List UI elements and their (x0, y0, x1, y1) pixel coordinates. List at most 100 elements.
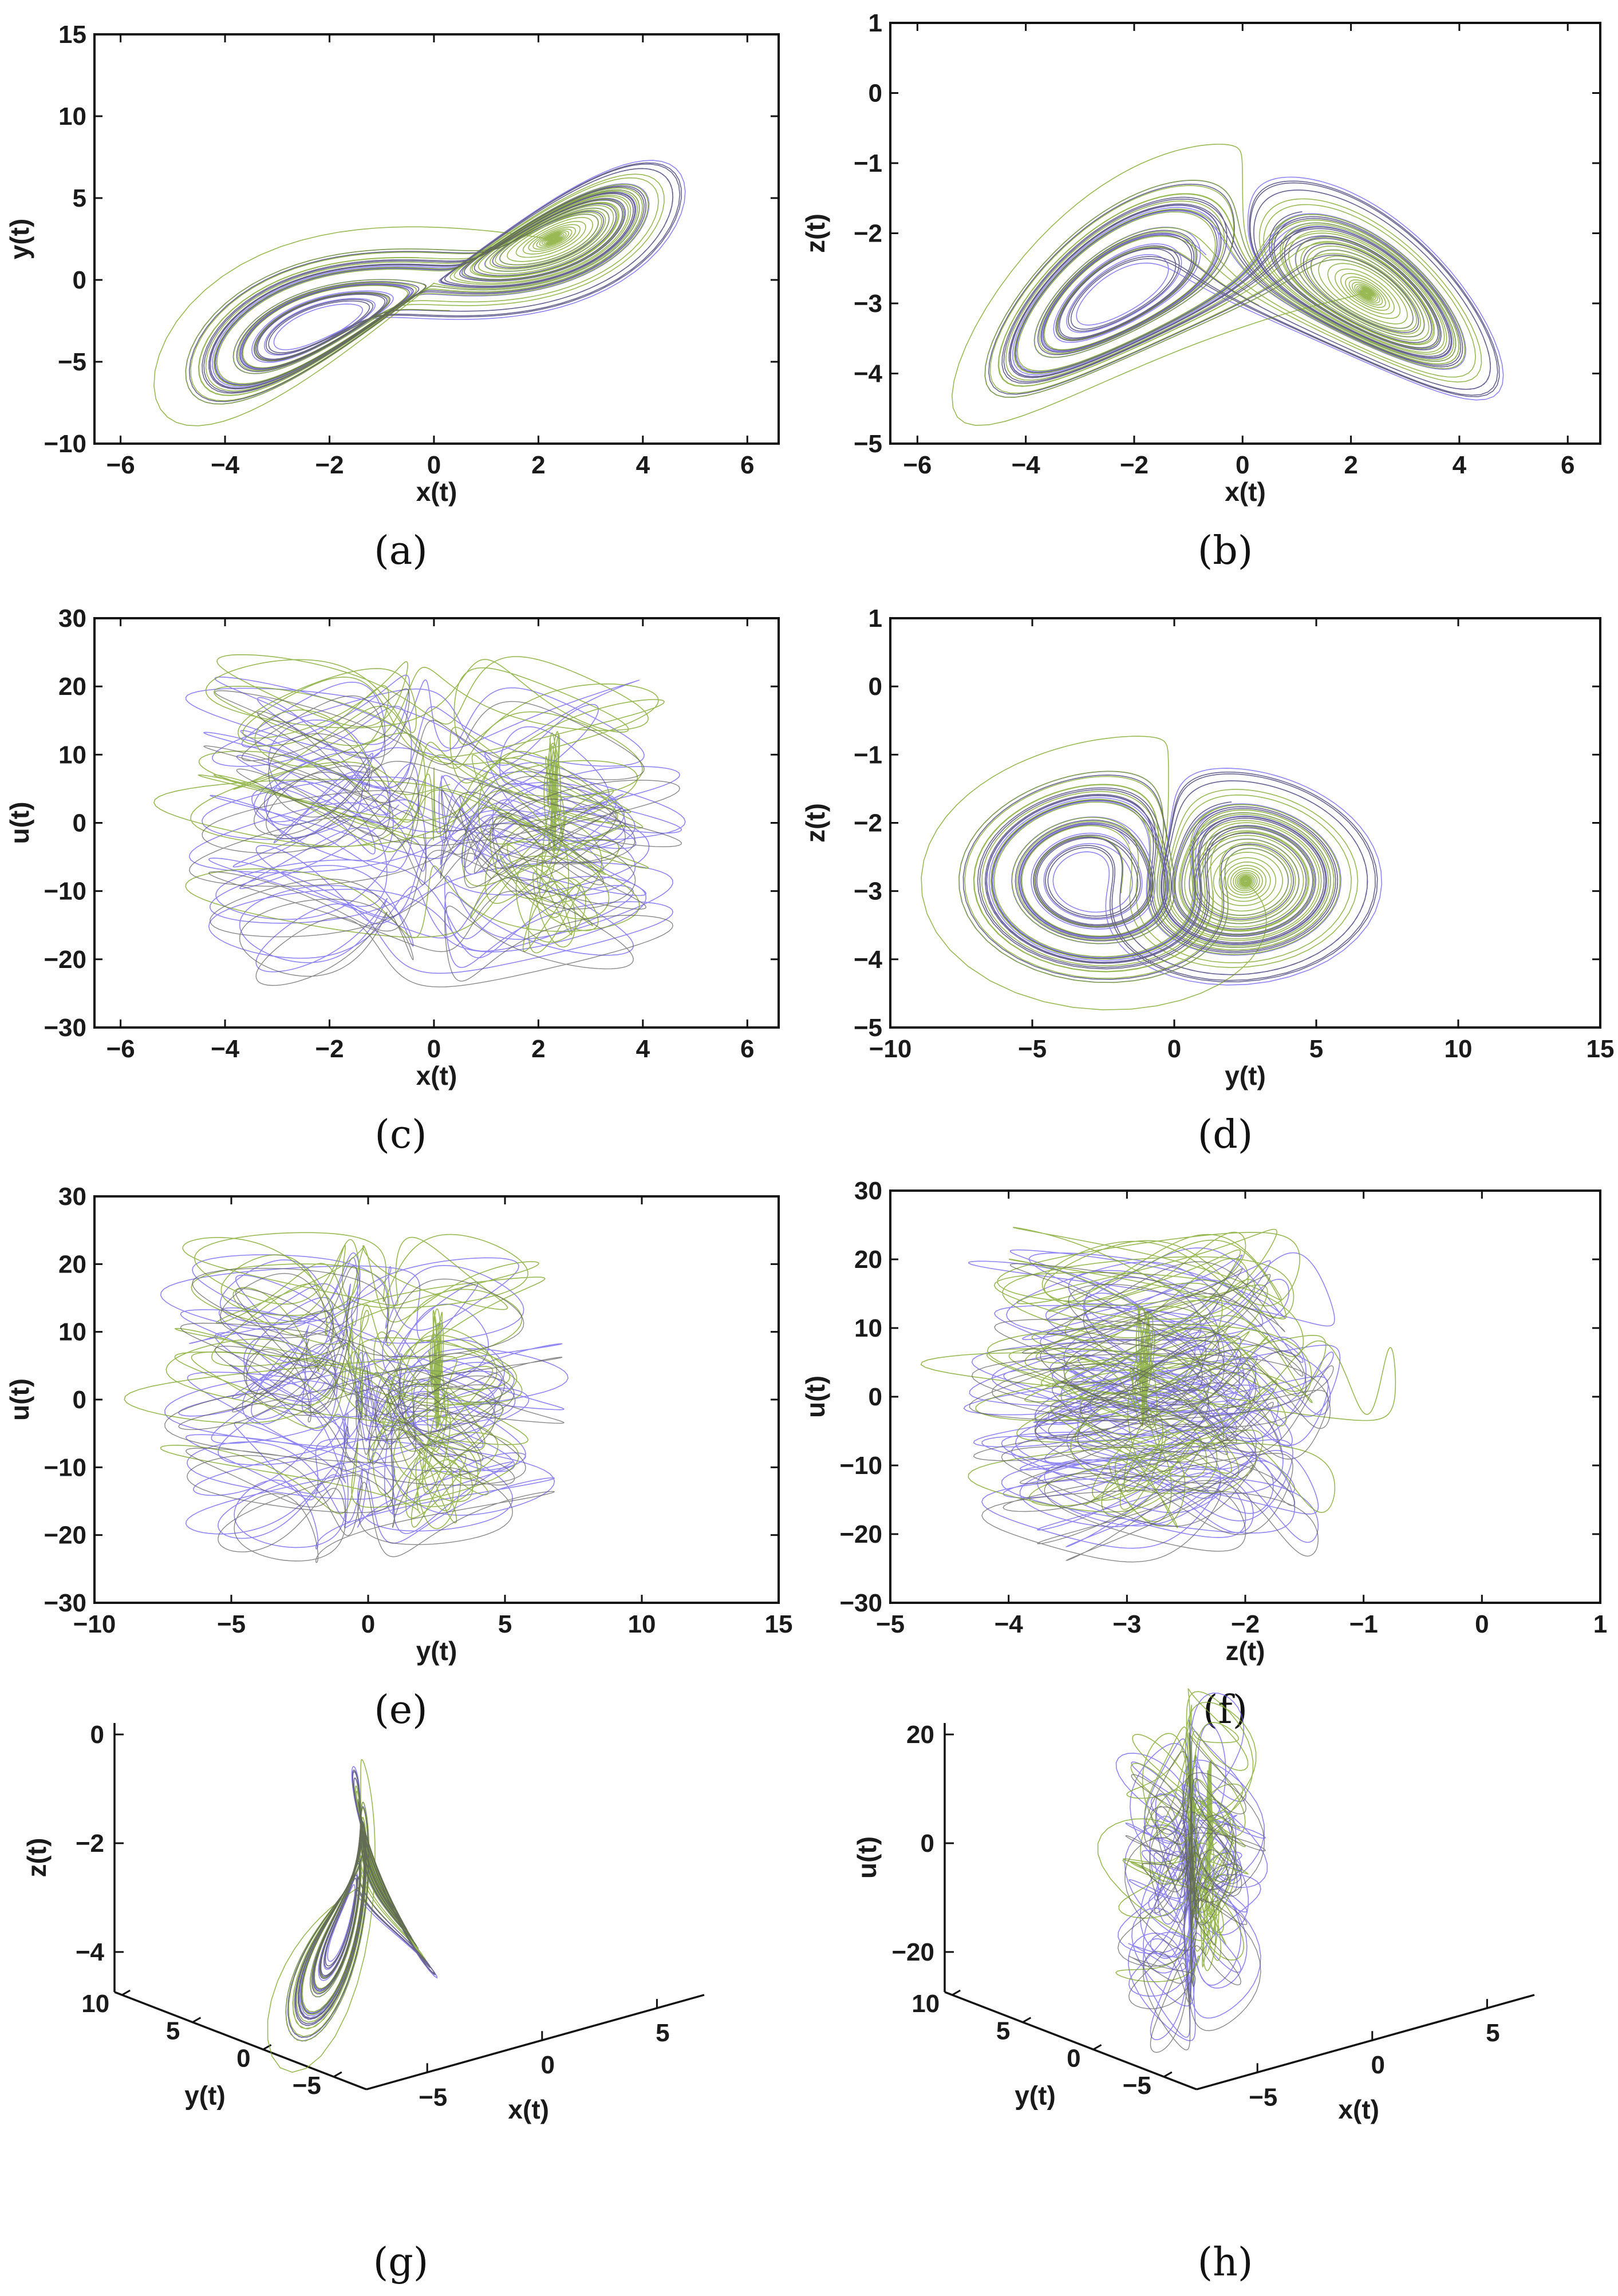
x-tick-label: 0 (541, 2051, 555, 2079)
z-axis-label: z(t) (22, 1838, 52, 1878)
z-tick-label: 0 (90, 1721, 104, 1749)
x-tick-label: −6 (903, 451, 932, 479)
x-tick-label: 0 (427, 1035, 441, 1063)
x-axis-line (366, 1994, 705, 2090)
z-tick-label: −20 (891, 1938, 934, 1966)
y-tick-label: −2 (854, 220, 882, 248)
x-tick-label: −2 (315, 1035, 344, 1063)
x-axis-label: x(t) (416, 477, 457, 507)
x-tick-label: 6 (740, 451, 754, 479)
chart-panel-e: −10 −5 0 5 10 15 −30 −20 −10 0 10 20 30 y(t) u(t) (e) (5, 1183, 792, 1733)
x-tick-label: −5 (1018, 1035, 1047, 1063)
y-tick-mark (952, 1989, 961, 1996)
trajectories (153, 654, 686, 987)
chart-panel-g: −5 0 5 x(t) 10 5 0 −5 y(t) 0 −2 −4 z(t) (g) (22, 1721, 705, 2285)
series-line-gray (164, 1266, 565, 1563)
x-tick-label: 2 (531, 1035, 545, 1063)
x-axis-label: y(t) (1225, 1061, 1266, 1090)
x-tick-label: 5 (1309, 1035, 1323, 1063)
y-tick-label: −20 (44, 946, 86, 974)
y-tick-label: 30 (58, 604, 86, 633)
y-tick-label: 10 (854, 1314, 882, 1342)
y-tick-mark (333, 2071, 342, 2078)
chart-panel-b: −6 −4 −2 0 2 4 6 −5 −4 −3 −2 −1 0 1 x(t) z(t) (b) (800, 9, 1601, 574)
x-tick-label: 0 (1167, 1035, 1181, 1063)
series-line-green (153, 654, 665, 954)
panel-label: (b) (1198, 528, 1253, 574)
y-tick-label: −1 (854, 741, 882, 769)
panel-label: (d) (1198, 1112, 1253, 1157)
y-tick-mark (262, 2044, 272, 2050)
x-tick-label: −5 (217, 1610, 246, 1638)
y-tick-label: 10 (81, 1990, 109, 2018)
y-tick-label: 15 (58, 21, 86, 49)
x-tick-label: −2 (1120, 451, 1149, 479)
x-axis-label: x(t) (416, 1061, 457, 1090)
series-line-gray (962, 772, 1378, 982)
series-line-gray (988, 180, 1500, 397)
trajectories (921, 736, 1383, 1010)
trajectories (920, 1227, 1396, 1563)
y-axis-label: u(t) (800, 1376, 830, 1418)
x-tick-label: 6 (740, 1035, 754, 1063)
series-line-green (920, 1227, 1396, 1528)
y-tick-label: −20 (839, 1520, 882, 1548)
x-tick-label: 4 (636, 451, 650, 479)
x-tick-label: 5 (498, 1610, 512, 1638)
series-line-gray (969, 1261, 1334, 1563)
x-tick-label: −4 (211, 451, 240, 479)
x-tick-label: 15 (1587, 1035, 1615, 1063)
series-line-gray (188, 688, 682, 987)
y-tick-mark (1092, 2044, 1102, 2050)
y-tick-label: −30 (44, 1589, 86, 1617)
y-tick-label: 0 (1067, 2044, 1080, 2072)
x-tick-label: 5 (656, 2019, 669, 2047)
x-tick-label: −5 (1249, 2083, 1277, 2111)
chart-panel-h: −5 0 5 x(t) 10 5 0 −5 y(t) 20 0 −20 u(t) (h) (852, 1688, 1535, 2285)
y-tick-label: 0 (73, 1386, 86, 1414)
chart-panel-a: −6 −4 −2 0 2 4 6 −10 −5 0 5 10 15 x(t) y(t) (a) (5, 21, 780, 574)
panel-label: (e) (374, 1688, 427, 1733)
x-tick-label: 15 (765, 1610, 793, 1638)
y-tick-label: 10 (58, 741, 86, 769)
z-tick-label: −4 (76, 1938, 105, 1966)
y-tick-label: 30 (854, 1177, 882, 1205)
x-tick-label: 2 (1344, 451, 1357, 479)
x-tick-label: −4 (995, 1610, 1024, 1638)
x-tick-label: 2 (531, 451, 545, 479)
z-tick-label: −2 (76, 1829, 104, 1858)
y-tick-mark (1022, 2017, 1032, 2024)
x-tick-label: −5 (876, 1610, 905, 1638)
panel-label: (c) (374, 1112, 427, 1157)
y-tick-label: −3 (854, 878, 882, 906)
x-tick-label: 1 (1593, 1610, 1607, 1638)
y-tick-label: 0 (869, 80, 882, 108)
y-tick-label: 1 (869, 604, 882, 633)
y-axis-line (944, 1991, 1197, 2090)
y-tick-label: −1 (854, 149, 882, 177)
y-tick-label: 0 (236, 2044, 250, 2072)
y-tick-label: −5 (58, 348, 86, 376)
y-tick-label: 20 (58, 1250, 86, 1278)
x-tick-label: −2 (1231, 1610, 1260, 1638)
x-axis-label: x(t) (1338, 2095, 1379, 2124)
y-tick-label: 0 (869, 1383, 882, 1411)
y-tick-label: 1 (869, 9, 882, 37)
panel-label: (a) (374, 528, 428, 574)
y-tick-label: −5 (293, 2072, 321, 2100)
trajectories (951, 144, 1504, 426)
y-axis-label: y(t) (184, 2081, 226, 2111)
x-axis-label: x(t) (508, 2095, 549, 2124)
y-tick-label: −30 (839, 1589, 882, 1617)
y-tick-label: 0 (73, 266, 86, 294)
x-tick-label: −4 (1012, 451, 1041, 479)
y-tick-label: 5 (73, 184, 86, 212)
y-tick-label: 10 (58, 102, 86, 131)
plot-frame (93, 33, 780, 445)
y-tick-label: −3 (854, 290, 882, 318)
y-axis-label: z(t) (800, 214, 830, 253)
x-tick-label: −6 (106, 1035, 135, 1063)
x-tick-label: 0 (1236, 451, 1249, 479)
